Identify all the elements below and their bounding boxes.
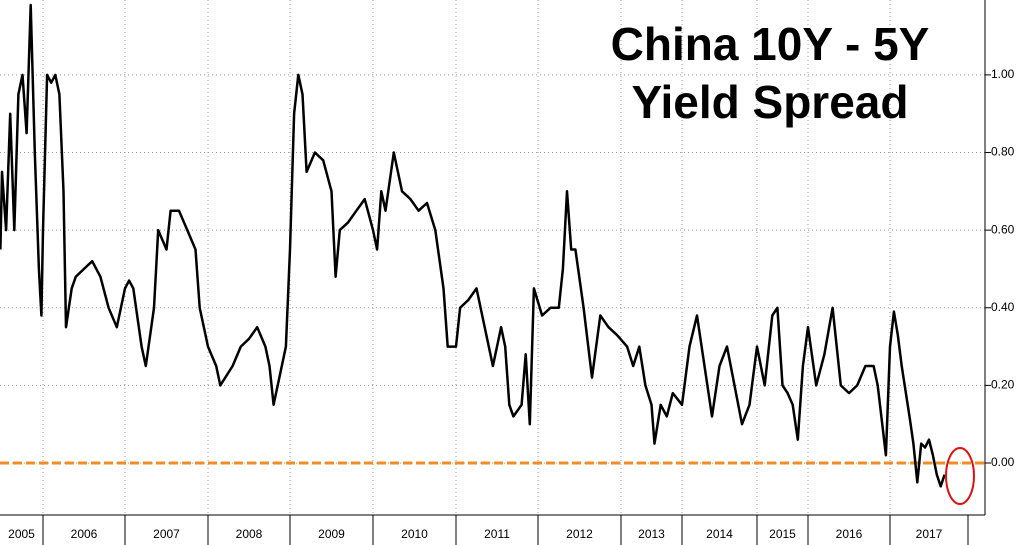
line (0, 3, 946, 488)
y-tick-label: 0.40 (991, 300, 1015, 314)
chart-title: China 10Y - 5Y (611, 18, 930, 70)
x-tick-label: 2008 (236, 527, 263, 541)
x-tick-label: 2011 (484, 527, 510, 541)
y-tick-label: 0.60 (991, 222, 1015, 236)
x-tick-label: 2010 (401, 527, 428, 541)
plot (0, 3, 985, 488)
x-tick-label: 2017 (916, 527, 943, 541)
x-tick-label: 2013 (638, 527, 665, 541)
x-tick-label: 2007 (153, 527, 180, 541)
y-tick-label: 0.20 (991, 378, 1015, 392)
x-tick-label: 2006 (71, 527, 98, 541)
chart-title: Yield Spread (632, 76, 909, 128)
x-tick-label: 2005 (8, 527, 35, 541)
y-tick-label: 1.00 (991, 67, 1015, 81)
x-tick-label: 2009 (318, 527, 345, 541)
x-tick-label: 2012 (566, 527, 593, 541)
x-tick-label: 2015 (769, 527, 796, 541)
y-tick-label: 0.00 (991, 455, 1015, 469)
x-tick-label: 2014 (706, 527, 733, 541)
x-tick-label: 2016 (836, 527, 863, 541)
highlight-circle (945, 447, 975, 505)
y-tick-label: 0.80 (991, 145, 1015, 159)
